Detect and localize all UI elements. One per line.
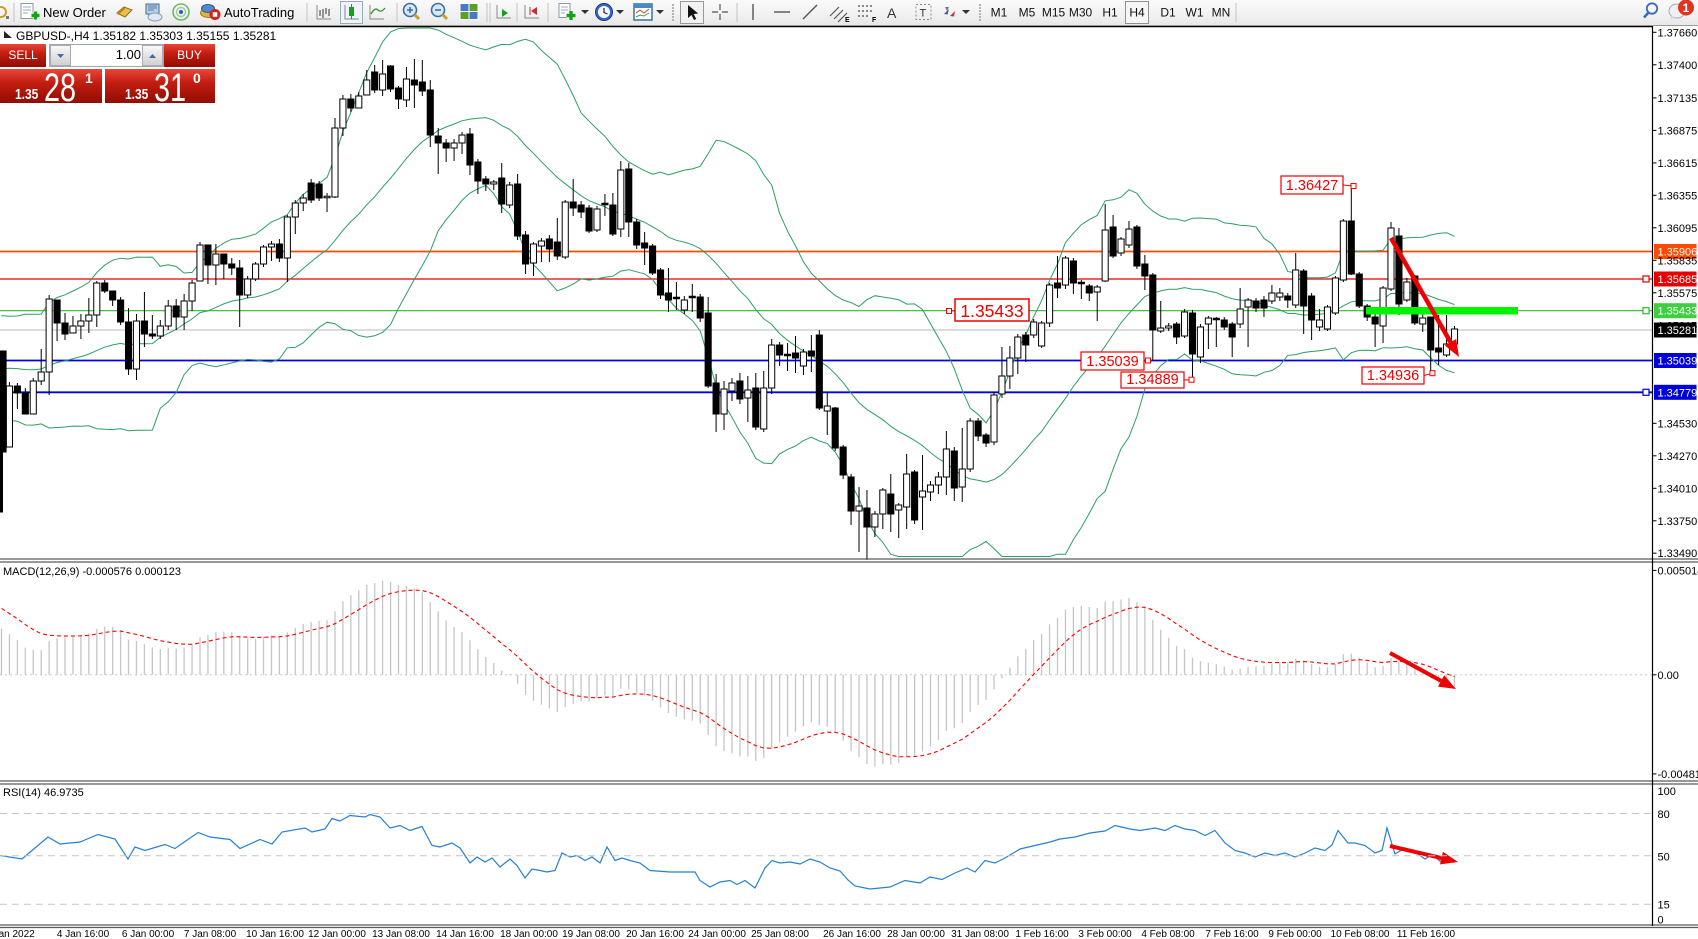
svg-text:1.37135: 1.37135 — [1658, 93, 1698, 105]
svg-text:F: F — [872, 17, 877, 24]
svg-text:1.35835: 1.35835 — [1658, 255, 1698, 267]
svg-text:18 Jan 00:00: 18 Jan 00:00 — [500, 929, 558, 939]
svg-text:7 Jan 08:00: 7 Jan 08:00 — [184, 929, 237, 939]
svg-text:25 Jan 08:00: 25 Jan 08:00 — [751, 929, 809, 939]
svg-text:1 Feb 16:00: 1 Feb 16:00 — [1015, 929, 1069, 939]
svg-text:100: 100 — [1658, 786, 1676, 798]
svg-text:1.34270: 1.34270 — [1658, 451, 1698, 463]
svg-text:M5: M5 — [1019, 6, 1036, 20]
svg-text:1.34889: 1.34889 — [1126, 372, 1178, 388]
svg-text:1.36615: 1.36615 — [1658, 158, 1698, 170]
svg-text:9 Feb 00:00: 9 Feb 00:00 — [1268, 929, 1322, 939]
svg-text:New Order: New Order — [43, 5, 107, 20]
svg-text:31 Jan 08:00: 31 Jan 08:00 — [951, 929, 1009, 939]
svg-text:A: A — [887, 5, 897, 21]
svg-text:-0.004812: -0.004812 — [1658, 769, 1698, 781]
svg-text:4 Jan 16:00: 4 Jan 16:00 — [57, 929, 110, 939]
svg-text:0: 0 — [1658, 915, 1664, 927]
svg-text:M15: M15 — [1042, 6, 1066, 20]
svg-text:14 Jan 16:00: 14 Jan 16:00 — [436, 929, 494, 939]
svg-text:1.34010: 1.34010 — [1658, 483, 1698, 495]
svg-text:MN: MN — [1212, 6, 1231, 20]
svg-text:1: 1 — [1683, 1, 1690, 15]
svg-text:11 Feb 16:00: 11 Feb 16:00 — [1397, 929, 1456, 939]
svg-text:0.005014: 0.005014 — [1658, 565, 1698, 577]
svg-text:H4: H4 — [1129, 6, 1145, 20]
svg-text:1.35281: 1.35281 — [1658, 325, 1698, 337]
svg-text:1.34530: 1.34530 — [1658, 418, 1698, 430]
svg-text:GBPUSD-,H4 1.35182 1.35303 1.: GBPUSD-,H4 1.35182 1.35303 1.35155 1.352… — [16, 29, 277, 43]
svg-text:RSI(14) 46.9735: RSI(14) 46.9735 — [3, 787, 84, 799]
svg-text:26 Jan 16:00: 26 Jan 16:00 — [823, 929, 881, 939]
svg-text:1.35685: 1.35685 — [1658, 274, 1698, 286]
svg-text:D1: D1 — [1160, 6, 1176, 20]
svg-text:1.34936: 1.34936 — [1367, 368, 1419, 384]
svg-text:1.37400: 1.37400 — [1658, 60, 1698, 72]
svg-text:1.35575: 1.35575 — [1658, 288, 1698, 300]
svg-text:1.36875: 1.36875 — [1658, 125, 1698, 137]
svg-text:1.36355: 1.36355 — [1658, 190, 1698, 202]
svg-text:1.33750: 1.33750 — [1658, 516, 1698, 528]
svg-text:3 Jan 2022: 3 Jan 2022 — [0, 929, 35, 939]
svg-text:24 Jan 00:00: 24 Jan 00:00 — [688, 929, 746, 939]
svg-text:10 Feb 08:00: 10 Feb 08:00 — [1331, 929, 1390, 939]
svg-text:28 Jan 00:00: 28 Jan 00:00 — [887, 929, 945, 939]
svg-text:1.34779: 1.34779 — [1658, 387, 1698, 399]
svg-text:50: 50 — [1658, 852, 1670, 864]
svg-text:4 Feb 08:00: 4 Feb 08:00 — [1141, 929, 1195, 939]
svg-text:H1: H1 — [1102, 6, 1118, 20]
svg-text:T: T — [920, 8, 927, 20]
svg-text:1.33490: 1.33490 — [1658, 548, 1698, 560]
svg-text:MACD(12,26,9) -0.000576 0.0001: MACD(12,26,9) -0.000576 0.000123 — [3, 566, 181, 578]
svg-text:1.36427: 1.36427 — [1286, 178, 1338, 194]
svg-text:1.35039: 1.35039 — [1086, 354, 1138, 370]
svg-text:1.35433: 1.35433 — [960, 301, 1023, 321]
svg-text:1.35906: 1.35906 — [1658, 247, 1698, 259]
svg-text:80: 80 — [1658, 809, 1670, 821]
svg-text:12 Jan 00:00: 12 Jan 00:00 — [308, 929, 366, 939]
svg-text:M30: M30 — [1069, 6, 1093, 20]
svg-text:1.36095: 1.36095 — [1658, 223, 1698, 235]
svg-text:W1: W1 — [1186, 6, 1204, 20]
svg-text:19 Jan 08:00: 19 Jan 08:00 — [562, 929, 620, 939]
svg-text:3 Feb 00:00: 3 Feb 00:00 — [1078, 929, 1132, 939]
svg-text:AutoTrading: AutoTrading — [224, 5, 294, 20]
svg-text:0.00: 0.00 — [1658, 670, 1679, 682]
svg-text:20 Jan 16:00: 20 Jan 16:00 — [626, 929, 684, 939]
svg-text:10 Jan 16:00: 10 Jan 16:00 — [246, 929, 304, 939]
svg-text:13 Jan 08:00: 13 Jan 08:00 — [372, 929, 430, 939]
svg-text:7 Feb 16:00: 7 Feb 16:00 — [1205, 929, 1259, 939]
svg-text:M1: M1 — [991, 6, 1008, 20]
svg-text:1.37660: 1.37660 — [1658, 27, 1698, 39]
svg-text:6 Jan 00:00: 6 Jan 00:00 — [122, 929, 175, 939]
svg-text:E: E — [845, 17, 850, 24]
svg-text:1.35039: 1.35039 — [1658, 356, 1698, 368]
svg-text:15: 15 — [1658, 900, 1670, 912]
svg-text:1.35433: 1.35433 — [1658, 306, 1698, 318]
